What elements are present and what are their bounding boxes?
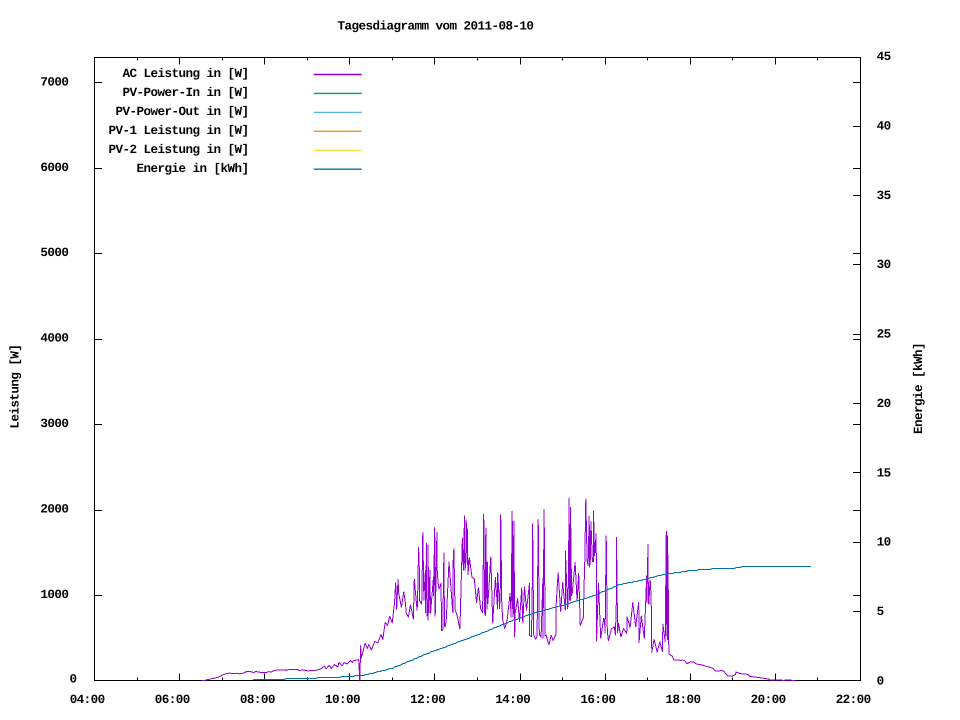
- svg-text:04:00: 04:00: [70, 693, 105, 707]
- svg-text:4000: 4000: [40, 332, 68, 346]
- svg-text:12:00: 12:00: [410, 693, 445, 707]
- svg-text:06:00: 06:00: [155, 693, 190, 707]
- svg-text:5: 5: [877, 605, 884, 619]
- svg-text:Tagesdiagramm vom 2011-08-10: Tagesdiagramm vom 2011-08-10: [338, 19, 534, 33]
- svg-text:35: 35: [877, 189, 891, 203]
- svg-text:5000: 5000: [40, 246, 68, 260]
- svg-text:18:00: 18:00: [666, 693, 701, 707]
- svg-text:7000: 7000: [40, 75, 68, 89]
- svg-text:0: 0: [70, 672, 77, 686]
- svg-text:20: 20: [877, 397, 891, 411]
- svg-text:15: 15: [877, 466, 891, 480]
- svg-text:20:00: 20:00: [751, 693, 786, 707]
- svg-text:10: 10: [877, 536, 891, 550]
- svg-text:14:00: 14:00: [495, 693, 530, 707]
- svg-text:PV-Power-In in [W]: PV-Power-In in [W]: [123, 86, 249, 100]
- svg-text:16:00: 16:00: [580, 693, 615, 707]
- svg-text:0: 0: [877, 674, 884, 688]
- svg-text:Leistung [W]: Leistung [W]: [8, 345, 22, 429]
- svg-text:Energie [kWh]: Energie [kWh]: [912, 343, 926, 434]
- svg-text:40: 40: [877, 119, 891, 133]
- svg-text:30: 30: [877, 258, 891, 272]
- svg-text:08:00: 08:00: [240, 693, 275, 707]
- svg-text:Energie in [kWh]: Energie in [kWh]: [137, 162, 249, 176]
- svg-text:3000: 3000: [40, 417, 68, 431]
- svg-text:22:00: 22:00: [836, 693, 871, 707]
- svg-text:PV-1 Leistung in [W]: PV-1 Leistung in [W]: [109, 124, 249, 138]
- svg-text:10:00: 10:00: [325, 693, 360, 707]
- svg-text:45: 45: [877, 50, 891, 64]
- svg-text:6000: 6000: [40, 161, 68, 175]
- svg-text:PV-2 Leistung in [W]: PV-2 Leistung in [W]: [109, 143, 249, 157]
- svg-text:25: 25: [877, 328, 891, 342]
- svg-text:PV-Power-Out in [W]: PV-Power-Out in [W]: [116, 105, 249, 119]
- svg-text:2000: 2000: [40, 503, 68, 517]
- svg-text:1000: 1000: [40, 588, 68, 602]
- svg-text:AC Leistung in [W]: AC Leistung in [W]: [123, 67, 249, 81]
